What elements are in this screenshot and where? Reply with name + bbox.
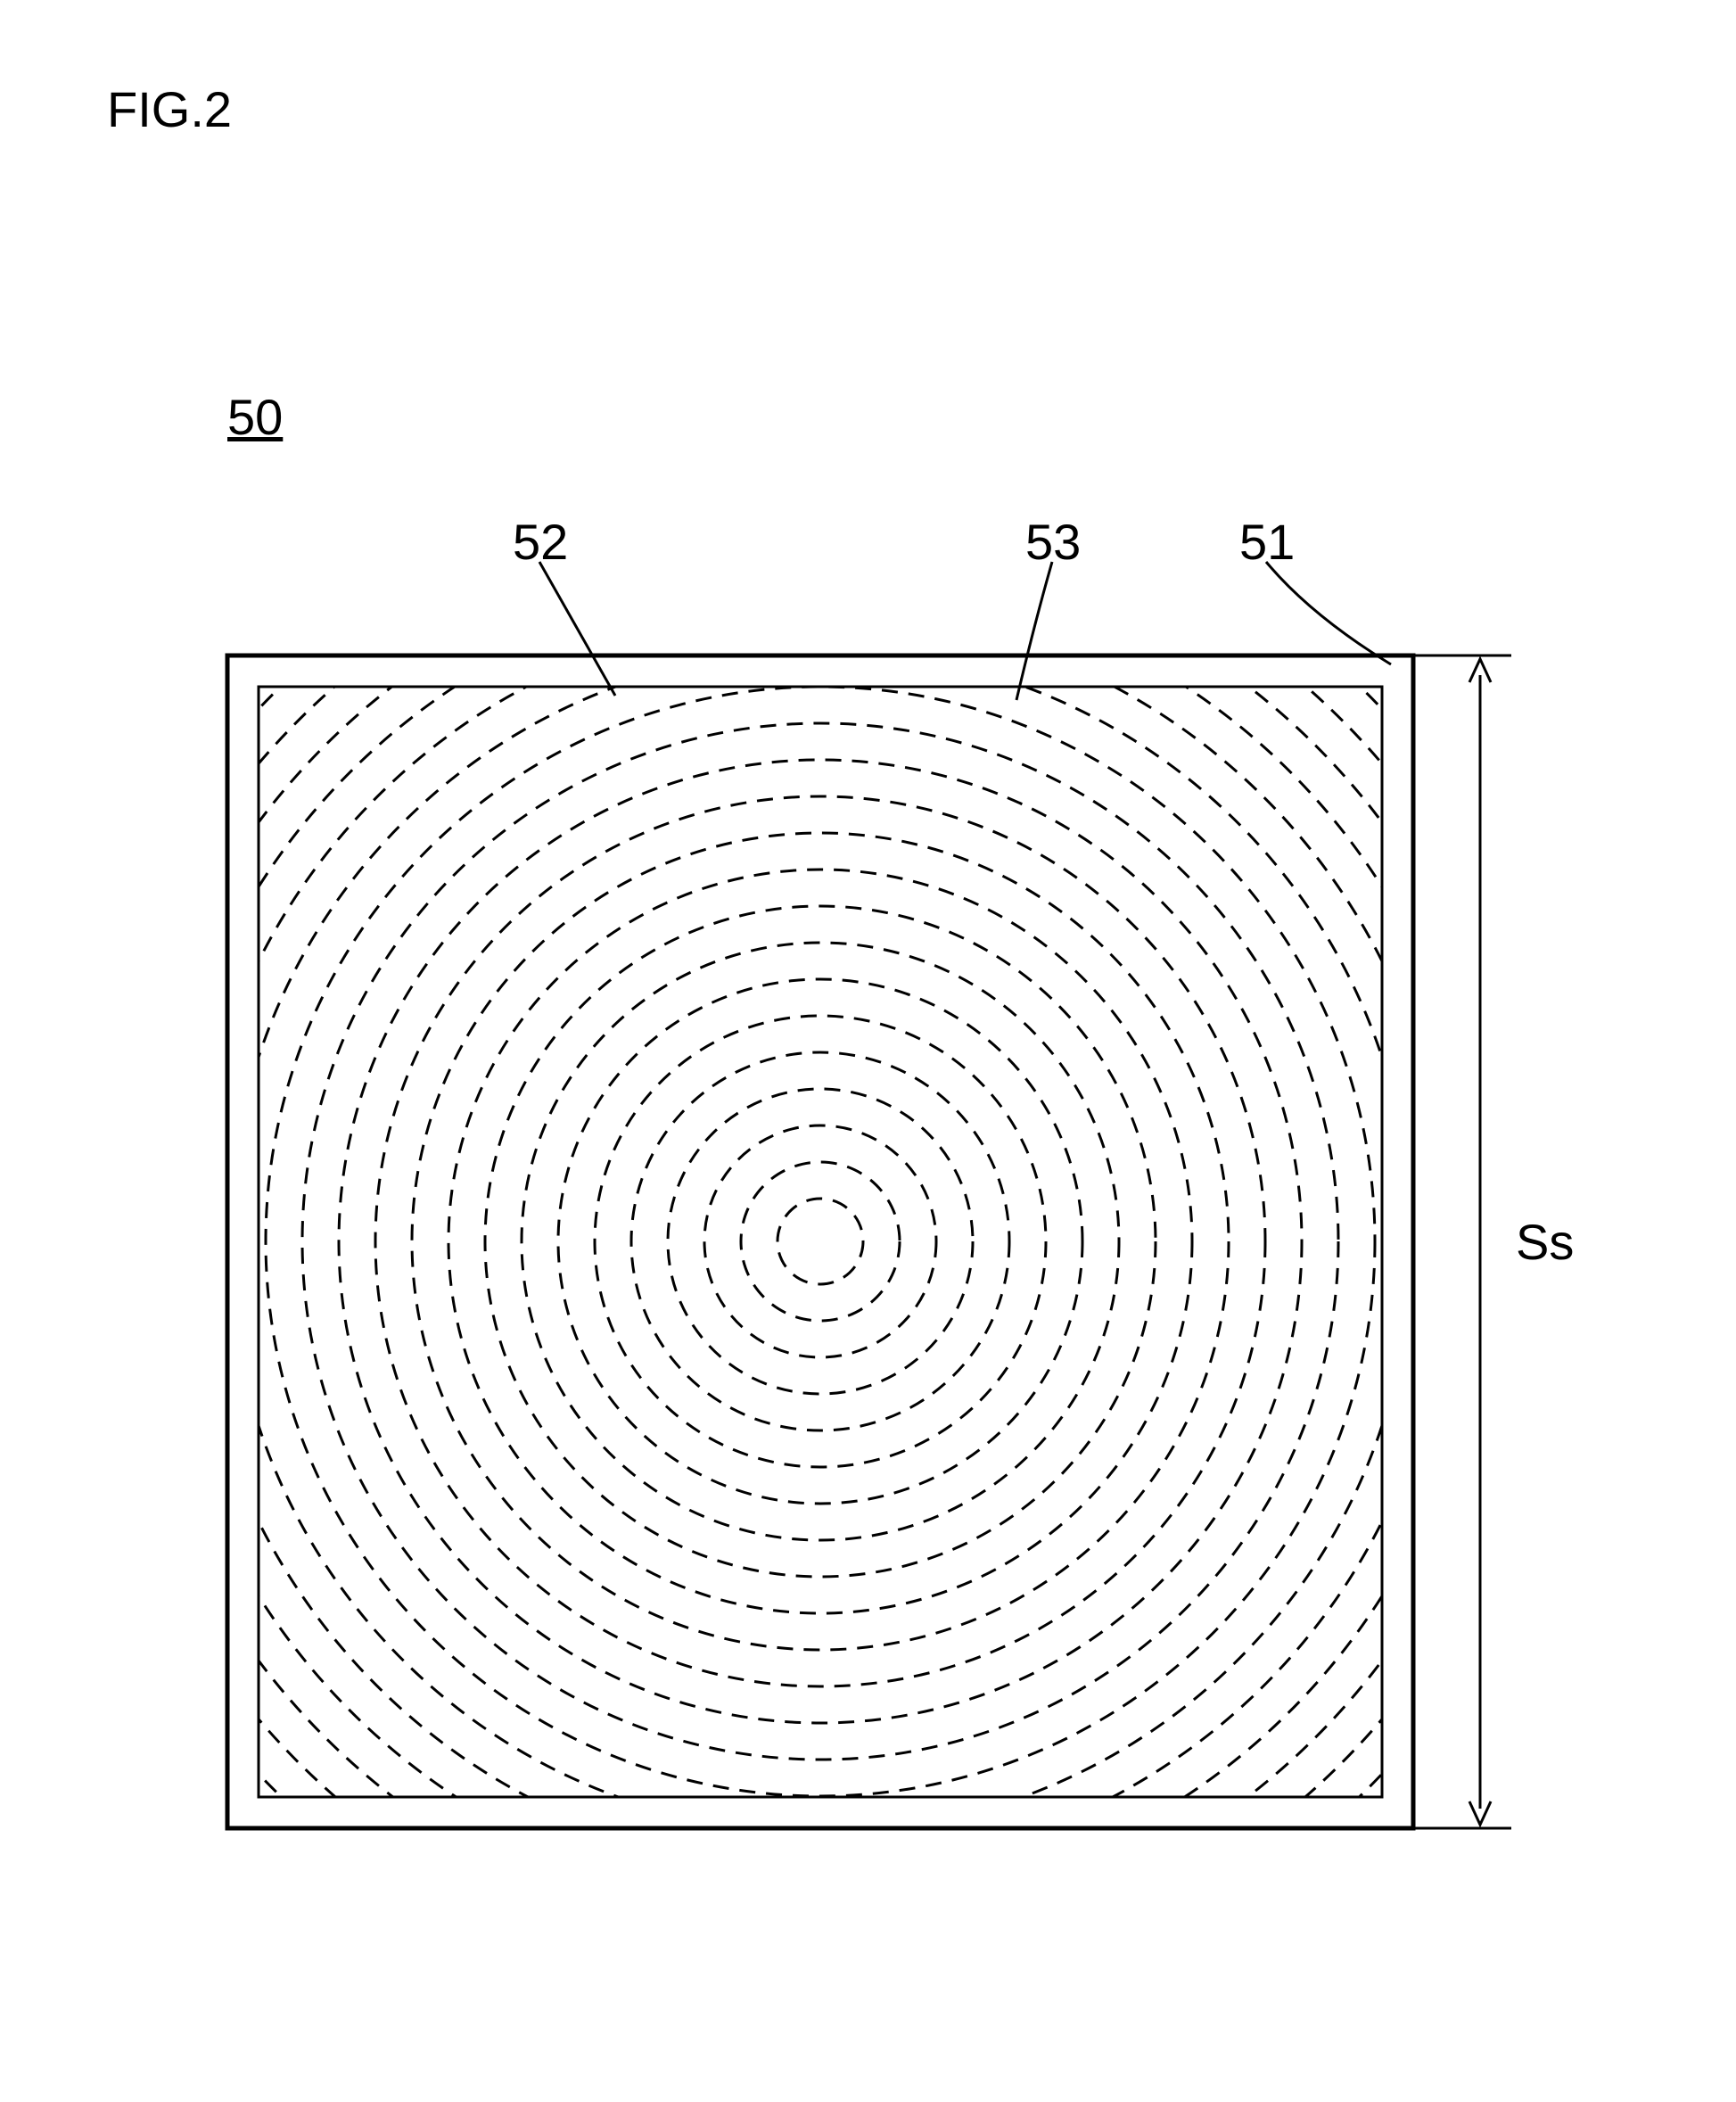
leader-52 — [539, 562, 615, 696]
dimension-ss — [1413, 655, 1511, 1828]
leader-53 — [1016, 562, 1052, 700]
concentric-rings — [10, 431, 1631, 2052]
inner-frame — [259, 687, 1382, 1797]
diagram-svg — [0, 0, 1736, 2102]
leader-51 — [1266, 562, 1391, 664]
outer-frame — [227, 655, 1413, 1828]
